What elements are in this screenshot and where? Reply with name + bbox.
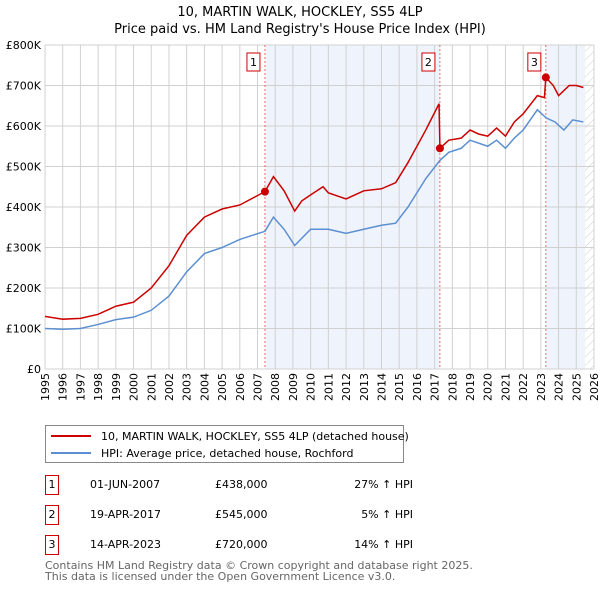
- x-tick-label: 2000: [128, 373, 141, 401]
- x-tick-label: 1996: [57, 373, 70, 401]
- legend-label: 10, MARTIN WALK, HOCKLEY, SS5 4LP (detac…: [101, 429, 409, 443]
- sale-date: 01-JUN-2007: [90, 478, 161, 491]
- y-tick-label: £300K: [6, 242, 42, 255]
- x-tick-label: 2006: [234, 373, 247, 401]
- x-tick-label: 2004: [198, 373, 211, 401]
- x-tick-label: 2005: [216, 373, 229, 401]
- x-tick-label: 2026: [588, 373, 600, 401]
- x-tick-label: 2016: [411, 373, 424, 401]
- legend: 10, MARTIN WALK, HOCKLEY, SS5 4LP (detac…: [45, 425, 409, 463]
- legend-swatch: [51, 435, 91, 437]
- sale-label-box: [527, 52, 542, 72]
- chart-subtitle: Price paid vs. HM Land Registry's House …: [114, 22, 486, 37]
- x-tick-label: 2011: [322, 373, 335, 401]
- x-tick-label: 2022: [517, 373, 530, 401]
- x-tick-label: 2012: [340, 373, 353, 401]
- y-tick-label: £500K: [6, 161, 42, 174]
- sale-label: 1: [250, 56, 257, 69]
- x-tick-label: 1999: [110, 373, 123, 401]
- legend-item-property: 10, MARTIN WALK, HOCKLEY, SS5 4LP (detac…: [51, 428, 409, 444]
- sale-price: £720,000: [215, 538, 268, 551]
- sale-hpi-diff: 14% ↑ HPI: [354, 538, 413, 551]
- footer-line: This data is licensed under the Open Gov…: [45, 570, 396, 583]
- x-tick-label: 2021: [499, 373, 512, 401]
- legend-swatch: [51, 452, 91, 454]
- x-tick-label: 2024: [553, 373, 566, 401]
- sale-row: 1 01-JUN-2007 £438,000 27% ↑ HPI: [45, 475, 413, 495]
- sale-row: 3 14-APR-2023 £720,000 14% ↑ HPI: [45, 535, 413, 555]
- x-tick-label: 2003: [181, 373, 194, 401]
- sale-hpi-diff: 5% ↑ HPI: [361, 508, 413, 521]
- sale-date: 19-APR-2017: [90, 508, 162, 521]
- x-tick-label: 1998: [92, 373, 105, 401]
- x-tick-label: 2009: [287, 373, 300, 401]
- x-tick-label: 2025: [570, 373, 583, 401]
- sale-point: [541, 73, 550, 82]
- sale-price: £438,000: [215, 478, 268, 491]
- sale-number: 3: [45, 535, 59, 555]
- x-tick-label: 2008: [269, 373, 282, 401]
- x-tick-label: 2014: [375, 373, 388, 401]
- x-tick-label: 1995: [39, 373, 52, 401]
- y-tick-label: £100K: [6, 323, 42, 336]
- sale-label: 2: [425, 56, 432, 69]
- x-tick-label: 2013: [358, 373, 371, 401]
- legend-label: HPI: Average price, detached house, Roch…: [101, 446, 354, 460]
- x-tick-label: 2017: [429, 373, 442, 401]
- y-tick-label: £800K: [6, 39, 42, 52]
- footer-line: Contains HM Land Registry data © Crown c…: [45, 559, 473, 572]
- y-tick-label: £0: [27, 363, 41, 376]
- sale-date: 14-APR-2023: [90, 538, 162, 551]
- y-tick-label: £200K: [6, 282, 42, 295]
- sale-hpi-diff: 27% ↑ HPI: [354, 478, 413, 491]
- property-price-line: [44, 75, 584, 320]
- footer: Contains HM Land Registry data © Crown c…: [45, 560, 473, 582]
- sale-number: 1: [45, 475, 59, 495]
- sale-row: 2 19-APR-2017 £545,000 5% ↑ HPI: [45, 505, 413, 525]
- sale-label: 3: [531, 56, 538, 69]
- x-tick-label: 2020: [482, 373, 495, 401]
- x-tick-label: 2010: [305, 373, 318, 401]
- y-tick-label: £700K: [6, 80, 42, 93]
- y-tick-label: £600K: [6, 120, 42, 133]
- sale-point: [260, 187, 269, 196]
- legend-item-hpi: HPI: Average price, detached house, Roch…: [51, 445, 353, 461]
- x-tick-label: 1997: [74, 373, 87, 401]
- sale-label-box: [246, 52, 261, 72]
- x-tick-label: 2019: [464, 373, 477, 401]
- price-chart: 1995 1996 1997 1998 1999 2000 2001 2002 2003 2004…: [6, 39, 600, 401]
- x-tick-label: 2001: [145, 373, 158, 401]
- x-tick-label: 2007: [252, 373, 265, 401]
- x-tick-label: 2015: [393, 373, 406, 401]
- y-tick-label: £400K: [6, 201, 42, 214]
- sale-price: £545,000: [215, 508, 268, 521]
- chart-title: 10, MARTIN WALK, HOCKLEY, SS5 4LP: [177, 5, 423, 20]
- x-tick-label: 2023: [535, 373, 548, 401]
- sale-number: 2: [45, 505, 59, 525]
- sale-label-box: [421, 52, 436, 72]
- x-tick-label: 2002: [163, 373, 176, 401]
- hpi-line: [44, 108, 584, 331]
- x-tick-label: 2018: [446, 373, 459, 401]
- sale-point: [435, 144, 444, 153]
